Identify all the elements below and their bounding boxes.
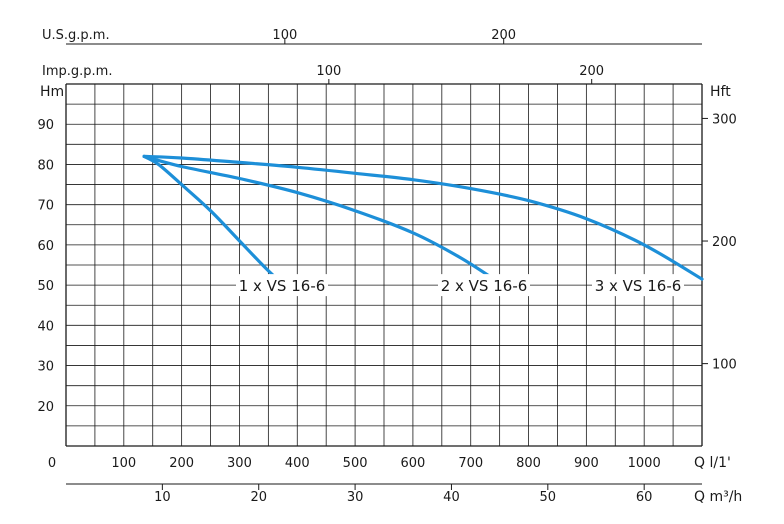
- y-tick-label: 20: [37, 400, 54, 415]
- impgpm-tick-label: 100: [316, 64, 341, 79]
- y-axis-label: Hm: [40, 84, 64, 100]
- m3h-tick-label: 40: [443, 490, 460, 505]
- x-tick-label: 400: [285, 456, 310, 471]
- hft-tick-label: 100: [712, 358, 737, 373]
- usgpm-axis-label: U.S.g.p.m.: [42, 28, 110, 43]
- series-label-bg: [236, 274, 328, 297]
- m3h-tick-label: 60: [636, 490, 653, 505]
- x-tick-label: 100: [111, 456, 136, 471]
- series-label-2: 2 x VS 16-6: [441, 277, 528, 295]
- x-tick-label: 0: [48, 456, 56, 471]
- x-tick-label: 1000: [628, 456, 661, 471]
- impgpm-axis-label: Imp.g.p.m.: [42, 64, 112, 79]
- x-axis-label: Q l/1': [694, 455, 731, 471]
- grid: [65, 83, 703, 447]
- curves: [142, 154, 704, 281]
- x-tick-label: 500: [343, 456, 368, 471]
- hft-tick-label: 300: [712, 112, 737, 127]
- m3h-tick-label: 30: [347, 490, 364, 505]
- series-line-2: [142, 154, 496, 281]
- x-tick-label: 200: [169, 456, 194, 471]
- hft-tick-label: 200: [712, 235, 737, 250]
- x-tick-label: 300: [227, 456, 252, 471]
- impgpm-tick-label: 200: [579, 64, 604, 79]
- x-tick-label: 900: [574, 456, 599, 471]
- y-tick-label: 90: [37, 118, 54, 133]
- series-line-3: [142, 154, 704, 281]
- hft-axis-label: Hft: [710, 84, 731, 100]
- series-label-bg: [592, 274, 684, 297]
- x-tick-label: 800: [516, 456, 541, 471]
- usgpm-tick-label: 200: [491, 28, 516, 43]
- y-tick-label: 70: [37, 199, 54, 214]
- series-label-bg: [438, 274, 530, 297]
- series-label-1: 1 x VS 16-6: [239, 277, 326, 295]
- y-tick-label: 80: [37, 158, 54, 173]
- m3h-axis-label: Q m³/h: [694, 489, 742, 505]
- labels: Hm Q l/1' Q m³/h U.S.g.p.m. Imp.g.p.m. Hft 1 x…: [40, 28, 742, 505]
- x-tick-label: 700: [458, 456, 483, 471]
- m3h-tick-label: 20: [250, 490, 267, 505]
- m3h-tick-label: 10: [154, 490, 171, 505]
- y-tick-label: 30: [37, 360, 54, 375]
- y-tick-label: 60: [37, 239, 54, 254]
- usgpm-tick-label: 100: [272, 28, 297, 43]
- m3h-tick-label: 50: [540, 490, 557, 505]
- y-tick-label: 40: [37, 319, 54, 334]
- series-label-3: 3 x VS 16-6: [595, 277, 682, 295]
- x-tick-label: 600: [400, 456, 425, 471]
- series-line-1: [142, 154, 279, 281]
- y-tick-label: 50: [37, 279, 54, 294]
